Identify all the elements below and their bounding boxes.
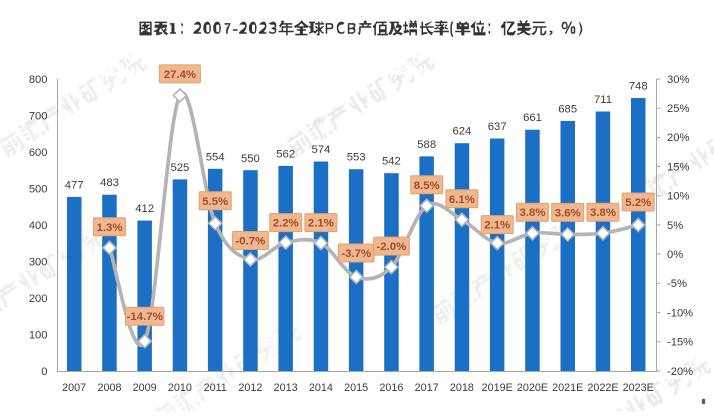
svg-text:574: 574 <box>311 144 330 156</box>
svg-text:2016: 2016 <box>379 382 403 394</box>
svg-text:-2.0%: -2.0% <box>377 241 407 253</box>
svg-text:685: 685 <box>558 104 577 116</box>
svg-text:711: 711 <box>594 94 612 106</box>
svg-text:25%: 25% <box>667 103 689 115</box>
svg-text:553: 553 <box>347 152 366 164</box>
svg-text:-3.7%: -3.7% <box>341 248 371 260</box>
svg-text:562: 562 <box>276 148 295 160</box>
svg-text:2014: 2014 <box>309 382 333 394</box>
svg-text:2022E: 2022E <box>587 382 618 394</box>
svg-text:2023E: 2023E <box>623 382 654 394</box>
svg-text:0: 0 <box>41 366 47 378</box>
svg-text:-5%: -5% <box>667 278 687 290</box>
svg-text:300: 300 <box>29 256 48 268</box>
svg-text:3.8%: 3.8% <box>520 207 546 219</box>
svg-text:2008: 2008 <box>97 382 121 394</box>
svg-text:500: 500 <box>29 183 48 195</box>
svg-text:6.1%: 6.1% <box>449 194 475 206</box>
svg-text:-10%: -10% <box>667 307 693 319</box>
svg-text:412: 412 <box>135 203 154 215</box>
svg-text:0%: 0% <box>667 249 683 261</box>
svg-text:-0.7%: -0.7% <box>236 236 266 248</box>
svg-text:477: 477 <box>65 179 84 191</box>
svg-text:3.8%: 3.8% <box>590 207 616 219</box>
svg-text:2013: 2013 <box>274 382 298 394</box>
svg-text:-15%: -15% <box>667 337 693 349</box>
svg-text:2021E: 2021E <box>552 382 583 394</box>
svg-text:30%: 30% <box>667 74 689 86</box>
svg-text:661: 661 <box>523 112 542 124</box>
svg-text:588: 588 <box>417 139 436 151</box>
svg-text:15%: 15% <box>667 161 689 173</box>
svg-text:525: 525 <box>170 162 189 174</box>
svg-text:27.4%: 27.4% <box>164 69 196 81</box>
svg-text:5%: 5% <box>667 220 683 232</box>
svg-text:2011: 2011 <box>204 382 227 394</box>
svg-text:2.1%: 2.1% <box>484 220 510 232</box>
svg-text:2017: 2017 <box>415 382 439 394</box>
svg-text:2007: 2007 <box>62 382 86 394</box>
svg-text:700: 700 <box>29 110 48 122</box>
svg-text:5.2%: 5.2% <box>625 197 651 209</box>
svg-text:483: 483 <box>100 177 119 189</box>
svg-text:542: 542 <box>382 156 401 168</box>
svg-text:2010: 2010 <box>168 382 192 394</box>
svg-text:5.5%: 5.5% <box>202 196 228 208</box>
svg-text:550: 550 <box>241 153 260 165</box>
svg-text:2018: 2018 <box>450 382 474 394</box>
svg-text:-14.7%: -14.7% <box>127 311 163 323</box>
svg-text:800: 800 <box>29 74 48 86</box>
svg-text:600: 600 <box>29 147 48 159</box>
svg-text:2009: 2009 <box>133 382 157 394</box>
svg-text:200: 200 <box>29 293 48 305</box>
svg-text:10%: 10% <box>667 191 689 203</box>
svg-text:637: 637 <box>488 121 507 133</box>
svg-text:400: 400 <box>29 220 48 232</box>
svg-text:2.2%: 2.2% <box>273 218 299 230</box>
svg-text:2.1%: 2.1% <box>308 218 334 230</box>
svg-text:2012: 2012 <box>238 382 262 394</box>
svg-text:-20%: -20% <box>667 366 693 378</box>
svg-text:20%: 20% <box>667 132 689 144</box>
svg-text:3.6%: 3.6% <box>555 207 581 219</box>
svg-text:2015: 2015 <box>344 382 368 394</box>
svg-text:554: 554 <box>206 151 225 163</box>
svg-text:624: 624 <box>452 126 471 138</box>
svg-text:2019E: 2019E <box>482 382 513 394</box>
svg-text:748: 748 <box>629 81 648 93</box>
svg-text:8.5%: 8.5% <box>414 180 440 192</box>
svg-text:2020E: 2020E <box>517 382 548 394</box>
svg-text:1.3%: 1.3% <box>97 222 123 234</box>
svg-text:100: 100 <box>29 329 48 341</box>
